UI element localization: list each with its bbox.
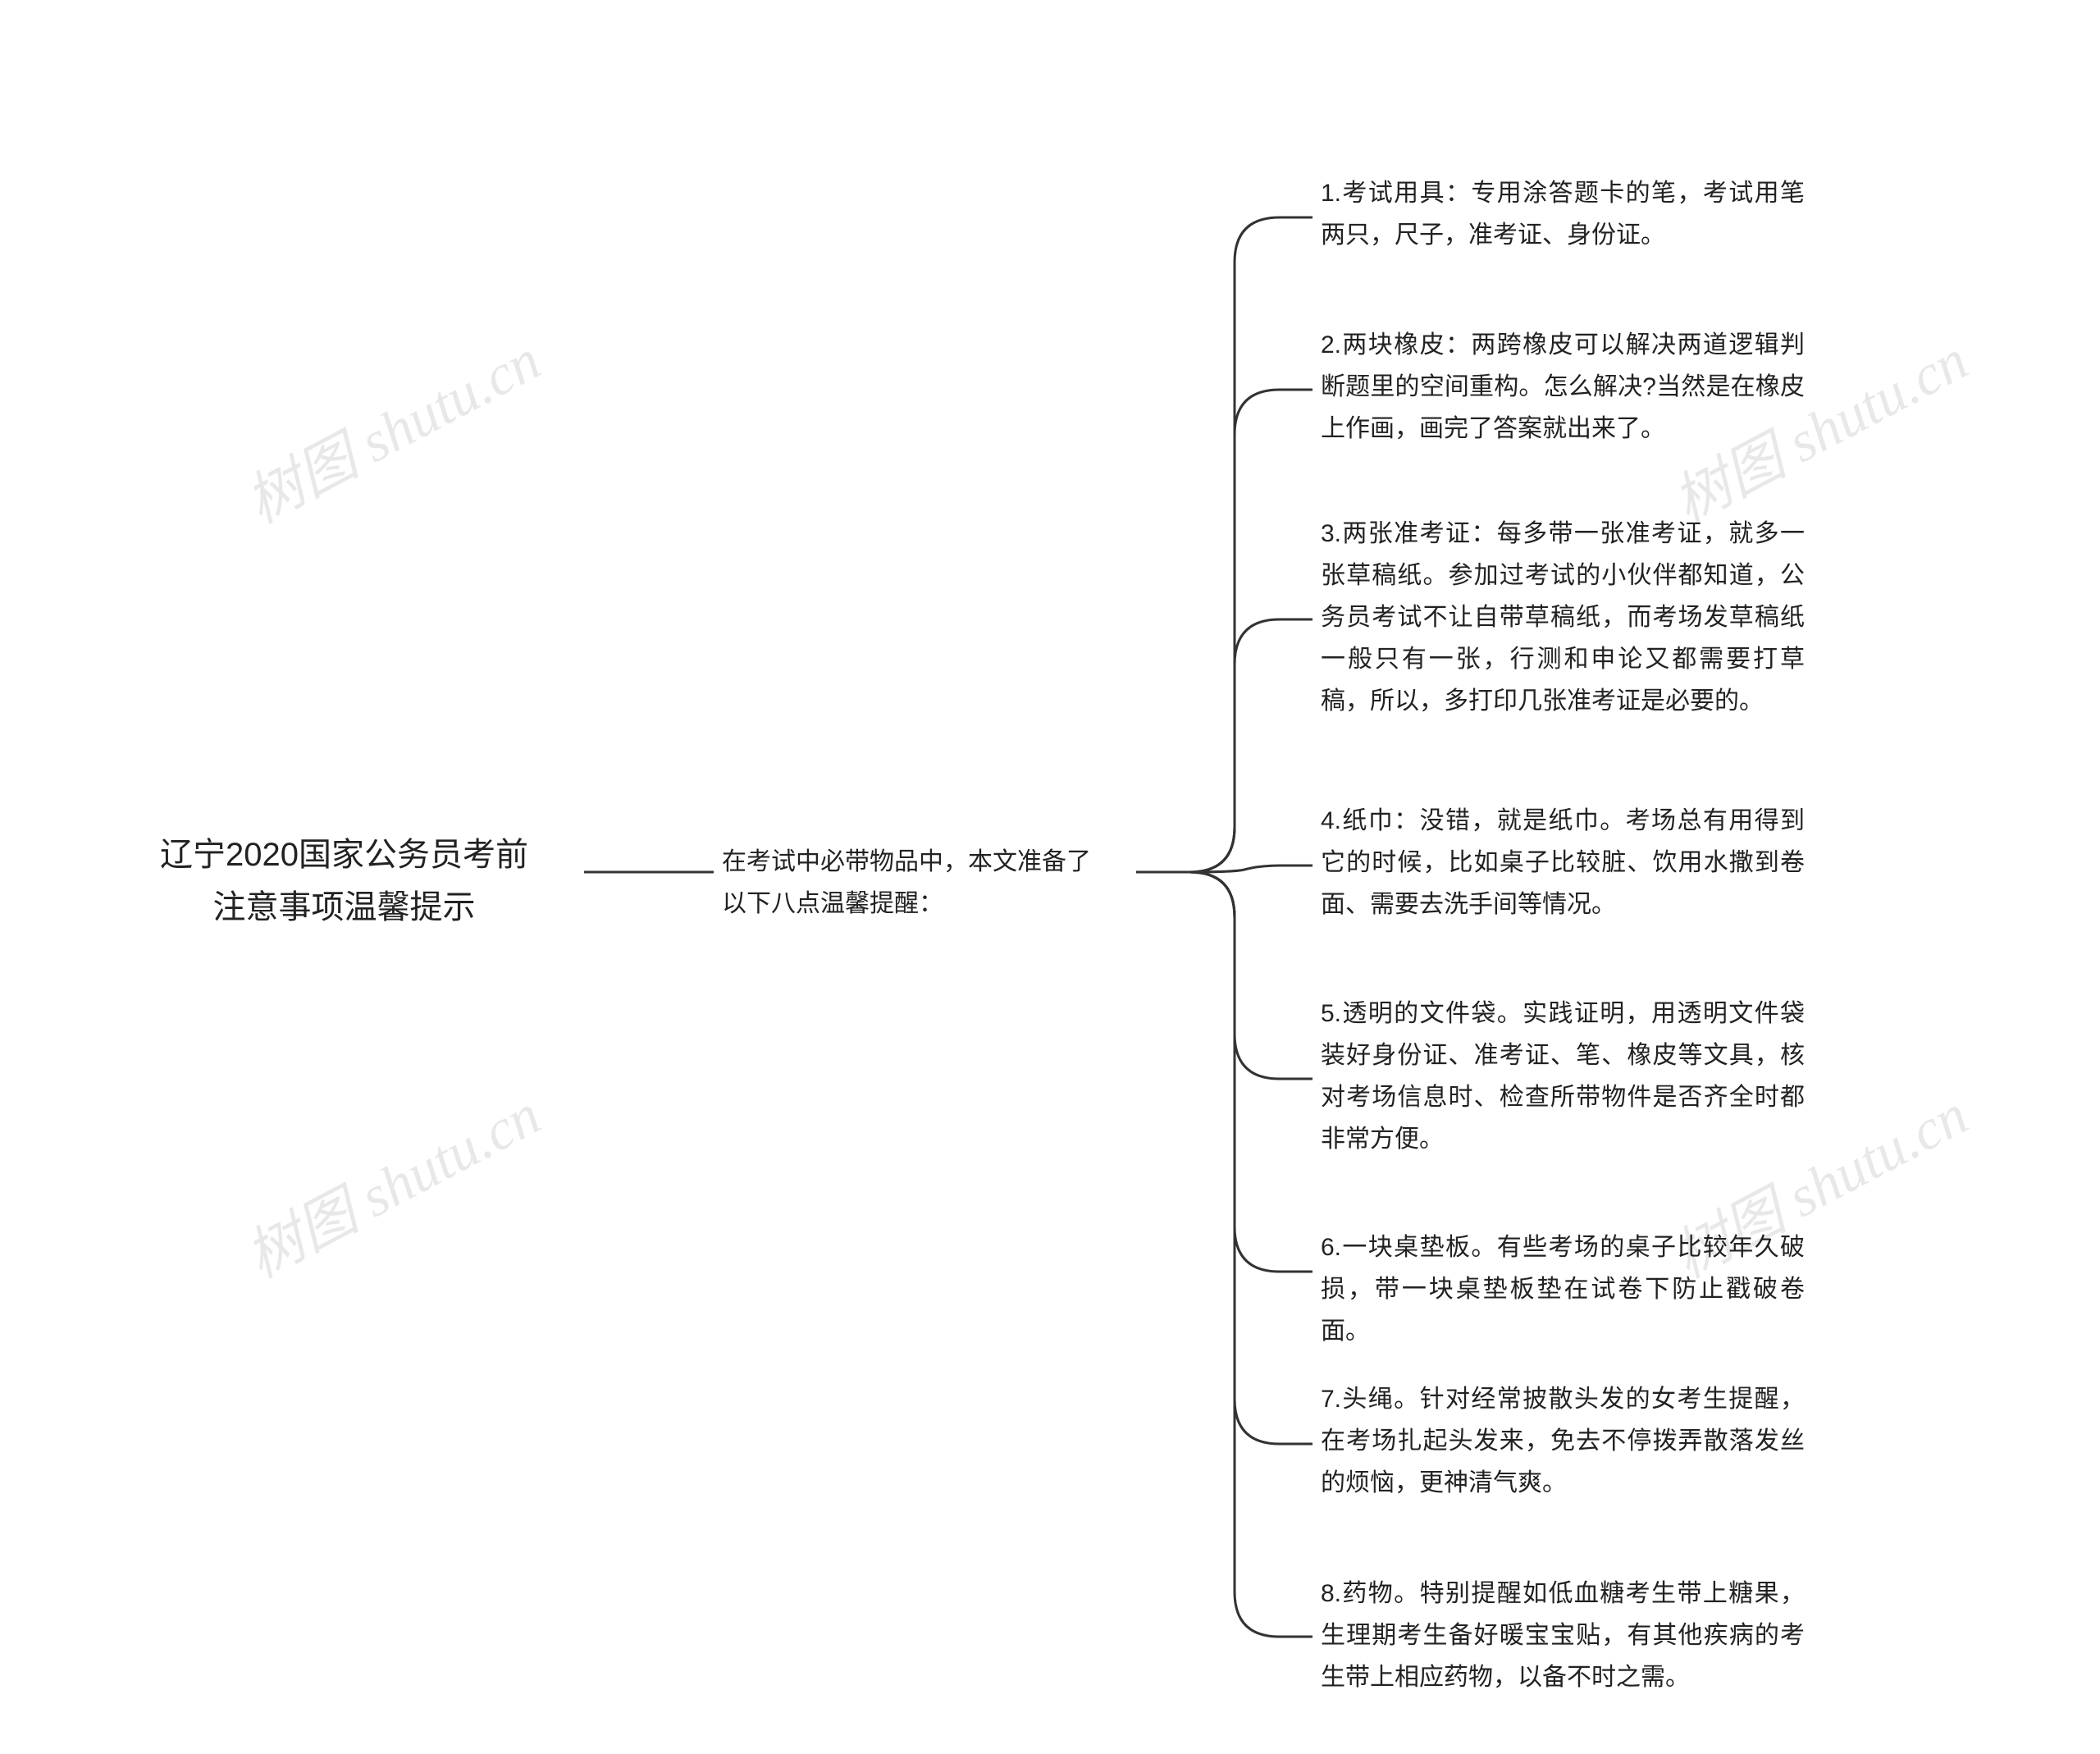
leaf-connector-2 xyxy=(1189,390,1312,872)
leaf-text: 2.两块橡皮：两跨橡皮可以解决两道逻辑判断题里的空间重构。怎么解决?当然是在橡皮… xyxy=(1321,331,1805,442)
leaf-node-8: 8.药物。特别提醒如低血糖考生带上糖果，生理期考生备好暖宝宝贴，有其他疾病的考生… xyxy=(1321,1573,1805,1698)
leaf-connector-8 xyxy=(1189,872,1312,1637)
leaf-node-6: 6.一块桌垫板。有些考场的桌子比较年久破损，带一块桌垫板垫在试卷下防止戳破卷面。 xyxy=(1321,1226,1805,1352)
leaf-connector-4 xyxy=(1189,866,1312,872)
leaf-text: 5.透明的文件袋。实践证明，用透明文件袋装好身份证、准考证、笔、橡皮等文具，核对… xyxy=(1321,1000,1805,1153)
leaf-node-2: 2.两块橡皮：两跨橡皮可以解决两道逻辑判断题里的空间重构。怎么解决?当然是在橡皮… xyxy=(1321,324,1805,450)
leaf-connector-1 xyxy=(1189,217,1312,872)
leaf-connector-7 xyxy=(1189,872,1312,1444)
leaf-node-3: 3.两张准考证：每多带一张准考证，就多一张草稿纸。参加过考试的小伙伴都知道，公务… xyxy=(1321,513,1805,722)
leaf-text: 4.纸巾：没错，就是纸巾。考场总有用得到它的时候，比如桌子比较脏、饮用水撒到卷面… xyxy=(1321,807,1805,918)
branch-text-line1: 在考试中必带物品中，本文准备了 xyxy=(722,848,1091,875)
branch-node: 在考试中必带物品中，本文准备了 以下八点温馨提醒： xyxy=(722,841,1091,925)
root-text-line2: 注意事项温馨提示 xyxy=(212,889,475,925)
leaf-text: 7.头绳。针对经常披散头发的女考生提醒，在考场扎起头发来，免去不停拨弄散落发丝的… xyxy=(1321,1386,1805,1496)
leaf-node-4: 4.纸巾：没错，就是纸巾。考场总有用得到它的时候，比如桌子比较脏、饮用水撒到卷面… xyxy=(1321,800,1805,925)
leaf-text: 1.考试用具：专用涂答题卡的笔，考试用笔两只，尺子，准考证、身份证。 xyxy=(1321,180,1805,249)
leaf-connector-5 xyxy=(1189,872,1312,1079)
leaf-node-1: 1.考试用具：专用涂答题卡的笔，考试用笔两只，尺子，准考证、身份证。 xyxy=(1321,172,1805,256)
leaf-text: 3.两张准考证：每多带一张准考证，就多一张草稿纸。参加过考试的小伙伴都知道，公务… xyxy=(1321,520,1805,715)
mindmap-container: 辽宁2020国家公务员考前 注意事项温馨提示 在考试中必带物品中，本文准备了 以… xyxy=(0,0,2100,1754)
leaf-text: 6.一块桌垫板。有些考场的桌子比较年久破损，带一块桌垫板垫在试卷下防止戳破卷面。 xyxy=(1321,1234,1805,1345)
leaf-connector-3 xyxy=(1189,619,1312,872)
leaf-node-7: 7.头绳。针对经常披散头发的女考生提醒，在考场扎起头发来，免去不停拨弄散落发丝的… xyxy=(1321,1378,1805,1504)
branch-text-line2: 以下八点温馨提醒： xyxy=(722,890,943,917)
root-node: 辽宁2020国家公务员考前 注意事项温馨提示 xyxy=(160,829,528,934)
root-text-line1: 辽宁2020国家公务员考前 xyxy=(160,837,528,873)
leaf-text: 8.药物。特别提醒如低血糖考生带上糖果，生理期考生备好暖宝宝贴，有其他疾病的考生… xyxy=(1321,1580,1805,1691)
leaf-connector-6 xyxy=(1189,872,1312,1272)
leaf-node-5: 5.透明的文件袋。实践证明，用透明文件袋装好身份证、准考证、笔、橡皮等文具，核对… xyxy=(1321,993,1805,1160)
